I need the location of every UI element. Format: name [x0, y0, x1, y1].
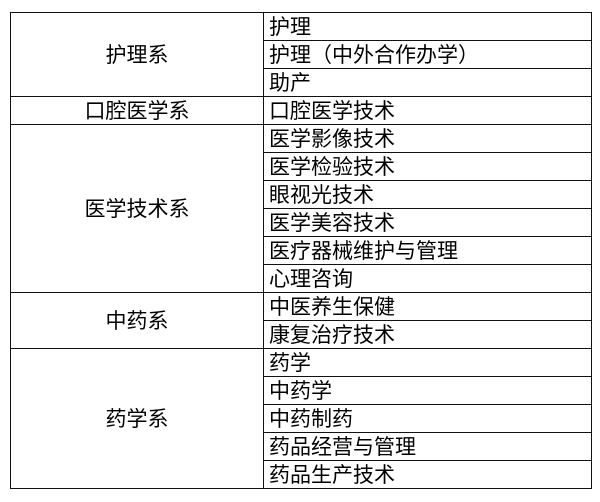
major-cell: 医学检验技术 [263, 152, 592, 181]
major-cell: 护理 [263, 12, 592, 41]
table-row: 医疗器械维护与管理 [11, 236, 592, 265]
major-cell: 眼视光技术 [263, 180, 592, 209]
table-row: 药学系 药学 [10, 348, 592, 489]
major-cell: 助产 [263, 68, 592, 97]
major-cell: 药学 [263, 348, 592, 377]
department-cell: 护理系 [10, 12, 264, 97]
major-cell: 中医养生保健 [263, 292, 592, 321]
major-cell: 医学美容技术 [263, 208, 592, 237]
department-cell: 口腔医学系 [10, 96, 264, 125]
department-cell: 中药系 [10, 292, 264, 349]
table-row: 医学检验技术 [11, 152, 592, 181]
table-row: 口腔医学系 口腔医学技术 [10, 96, 592, 125]
major-cell: 口腔医学技术 [263, 96, 592, 125]
major-cell: 医疗器械维护与管理 [263, 236, 592, 265]
table-row: 护理系 护理 [10, 12, 592, 97]
department-cell: 药学系 [10, 348, 264, 489]
major-cell: 药品经营与管理 [263, 432, 592, 461]
major-cell: 护理（中外合作办学） [263, 40, 592, 69]
major-cell: 中药学 [263, 376, 592, 405]
department-cell: 医学技术系 [10, 124, 264, 293]
table-row: 药品经营与管理 [11, 432, 592, 461]
department-majors-table: 护理系 护理 护理（中外合作办学） 助产 口腔医学系 口腔医学技术 医学技术系 医学影像技术医… [10, 12, 592, 489]
table-row: 中药系 中医养生保健 [10, 292, 592, 349]
major-cell: 中药制药 [263, 404, 592, 433]
table-row: 中药制药 [11, 404, 592, 433]
major-cell: 心理咨询 [263, 264, 592, 293]
table-row: 助产 [11, 68, 592, 97]
table-row: 医学技术系 医学影像技术 [10, 124, 592, 293]
table-row: 药品生产技术 [11, 460, 592, 489]
major-cell: 康复治疗技术 [263, 320, 592, 349]
table-body: 护理系 护理 护理（中外合作办学） 助产 口腔医学系 口腔医学技术 医学技术系 医学影像技术医… [10, 12, 592, 489]
table-row: 护理（中外合作办学） [11, 40, 592, 69]
major-cell: 药品生产技术 [263, 460, 592, 489]
major-cell: 医学影像技术 [263, 124, 592, 153]
